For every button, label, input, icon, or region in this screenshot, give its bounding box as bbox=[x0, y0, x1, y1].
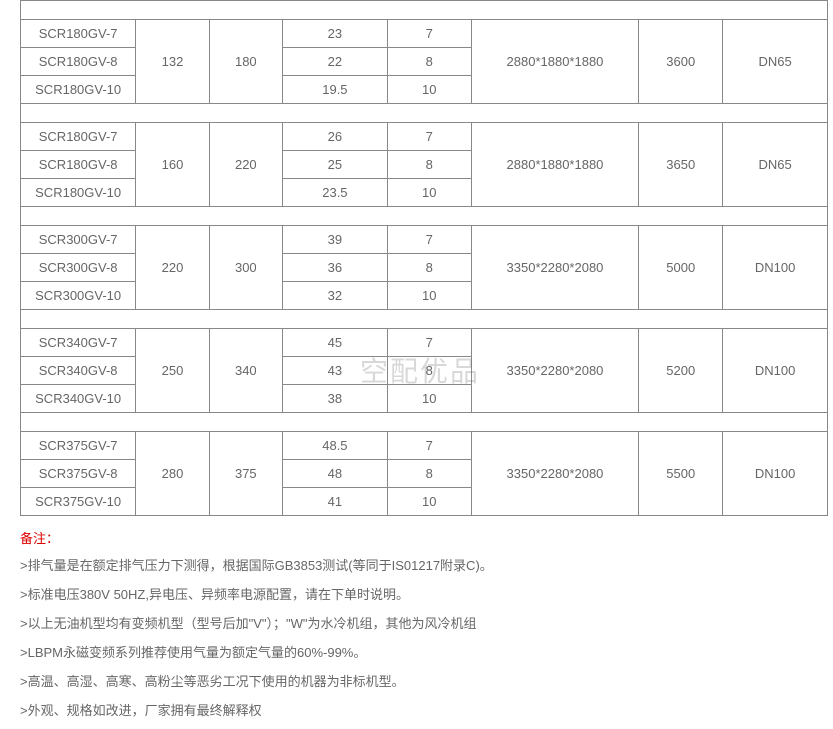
model-cell: SCR375GV-8 bbox=[21, 460, 136, 488]
spec-cell: 45 bbox=[283, 329, 388, 357]
table-row: SCR180GV-71321802372880*1880*18803600DN6… bbox=[21, 20, 828, 48]
spec-cell: 132 bbox=[136, 20, 209, 104]
spec-cell: 23 bbox=[283, 20, 388, 48]
spec-cell: 10 bbox=[387, 76, 471, 104]
spec-cell: 5000 bbox=[639, 226, 723, 310]
notes-title: 备注： bbox=[20, 528, 833, 547]
spec-cell: 8 bbox=[387, 460, 471, 488]
spec-cell: 7 bbox=[387, 123, 471, 151]
spec-cell: 8 bbox=[387, 357, 471, 385]
model-cell: SCR375GV-7 bbox=[21, 432, 136, 460]
spec-cell: 41 bbox=[283, 488, 388, 516]
spec-cell: 3350*2280*2080 bbox=[471, 329, 639, 413]
model-cell: SCR180GV-10 bbox=[21, 179, 136, 207]
note-line: >标准电压380V 50HZ,异电压、异频率电源配置，请在下单时说明。 bbox=[20, 584, 833, 603]
model-cell: SCR180GV-8 bbox=[21, 151, 136, 179]
model-cell: SCR180GV-8 bbox=[21, 48, 136, 76]
model-cell: SCR375GV-10 bbox=[21, 488, 136, 516]
note-line: >外观、规格如改进，厂家拥有最终解释权 bbox=[20, 700, 833, 719]
spec-cell: 26 bbox=[283, 123, 388, 151]
spec-cell: 48.5 bbox=[283, 432, 388, 460]
model-cell: SCR340GV-7 bbox=[21, 329, 136, 357]
separator bbox=[21, 207, 828, 226]
separator bbox=[21, 413, 828, 432]
spec-cell: 7 bbox=[387, 226, 471, 254]
separator bbox=[21, 104, 828, 123]
model-cell: SCR180GV-7 bbox=[21, 123, 136, 151]
note-line: >以上无油机型均有变频机型（型号后加"V"）；"W"为水冷机组，其他为风冷机组 bbox=[20, 613, 833, 632]
model-cell: SCR300GV-8 bbox=[21, 254, 136, 282]
spec-cell: 22 bbox=[283, 48, 388, 76]
spec-cell: 19.5 bbox=[283, 76, 388, 104]
table-row: SCR180GV-71602202672880*1880*18803650DN6… bbox=[21, 123, 828, 151]
table-row: SCR375GV-728037548.573350*2280*20805500D… bbox=[21, 432, 828, 460]
spec-cell: 38 bbox=[283, 385, 388, 413]
spec-table: SCR180GV-71321802372880*1880*18803600DN6… bbox=[20, 0, 828, 516]
model-cell: SCR340GV-8 bbox=[21, 357, 136, 385]
spec-cell: 8 bbox=[387, 48, 471, 76]
table-row: SCR300GV-72203003973350*2280*20805000DN1… bbox=[21, 226, 828, 254]
spec-cell: DN100 bbox=[723, 226, 828, 310]
spec-cell: 3350*2280*2080 bbox=[471, 432, 639, 516]
spec-cell: 3650 bbox=[639, 123, 723, 207]
spec-cell: 39 bbox=[283, 226, 388, 254]
spec-cell: 2880*1880*1880 bbox=[471, 20, 639, 104]
spec-cell: 36 bbox=[283, 254, 388, 282]
spec-cell: 25 bbox=[283, 151, 388, 179]
model-cell: SCR180GV-7 bbox=[21, 20, 136, 48]
model-cell: SCR300GV-7 bbox=[21, 226, 136, 254]
separator bbox=[21, 310, 828, 329]
table-row: SCR340GV-72503404573350*2280*20805200DN1… bbox=[21, 329, 828, 357]
spec-cell: 43 bbox=[283, 357, 388, 385]
spec-cell: 48 bbox=[283, 460, 388, 488]
spec-cell: 23.5 bbox=[283, 179, 388, 207]
spec-cell: 7 bbox=[387, 432, 471, 460]
spec-cell: 5200 bbox=[639, 329, 723, 413]
note-line: >排气量是在额定排气压力下测得，根据国际GB3853测试(等同于IS01217附… bbox=[20, 555, 833, 574]
separator bbox=[21, 1, 828, 20]
model-cell: SCR340GV-10 bbox=[21, 385, 136, 413]
spec-cell: 10 bbox=[387, 179, 471, 207]
spec-cell: 160 bbox=[136, 123, 209, 207]
spec-cell: 220 bbox=[209, 123, 282, 207]
spec-cell: 7 bbox=[387, 20, 471, 48]
spec-cell: 300 bbox=[209, 226, 282, 310]
spec-cell: 10 bbox=[387, 282, 471, 310]
notes-section: 备注： >排气量是在额定排气压力下测得，根据国际GB3853测试(等同于IS01… bbox=[20, 528, 833, 719]
model-cell: SCR300GV-10 bbox=[21, 282, 136, 310]
spec-cell: 3350*2280*2080 bbox=[471, 226, 639, 310]
spec-cell: 3600 bbox=[639, 20, 723, 104]
spec-cell: 5500 bbox=[639, 432, 723, 516]
spec-cell: DN65 bbox=[723, 123, 828, 207]
note-line: >高温、高湿、高寒、高粉尘等恶劣工况下使用的机器为非标机型。 bbox=[20, 671, 833, 690]
spec-cell: 180 bbox=[209, 20, 282, 104]
spec-cell: 10 bbox=[387, 385, 471, 413]
spec-cell: 250 bbox=[136, 329, 209, 413]
spec-cell: DN100 bbox=[723, 432, 828, 516]
note-line: >LBPM永磁变频系列推荐使用气量为额定气量的60%-99%。 bbox=[20, 642, 833, 661]
spec-cell: 340 bbox=[209, 329, 282, 413]
spec-cell: 220 bbox=[136, 226, 209, 310]
spec-cell: 8 bbox=[387, 254, 471, 282]
spec-cell: 7 bbox=[387, 329, 471, 357]
model-cell: SCR180GV-10 bbox=[21, 76, 136, 104]
spec-cell: 280 bbox=[136, 432, 209, 516]
spec-cell: DN100 bbox=[723, 329, 828, 413]
spec-cell: 375 bbox=[209, 432, 282, 516]
spec-cell: 32 bbox=[283, 282, 388, 310]
spec-cell: 8 bbox=[387, 151, 471, 179]
spec-cell: DN65 bbox=[723, 20, 828, 104]
spec-cell: 10 bbox=[387, 488, 471, 516]
spec-cell: 2880*1880*1880 bbox=[471, 123, 639, 207]
